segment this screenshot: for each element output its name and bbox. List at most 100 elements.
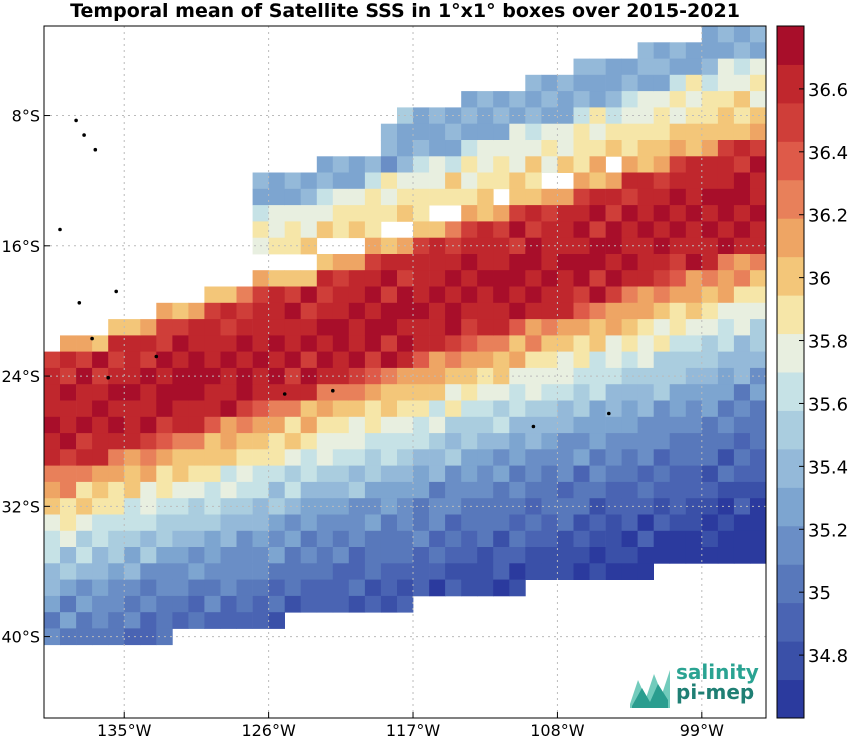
sss-cell [637, 188, 654, 206]
sss-cell [509, 123, 526, 141]
sss-cell [44, 351, 61, 369]
island-marker [106, 375, 110, 380]
sss-cell [733, 140, 751, 157]
sss-cell [60, 384, 77, 401]
y-tick-label: 24°S [1, 367, 40, 386]
sss-cell [44, 595, 61, 613]
sss-cell [268, 449, 285, 466]
sss-cell [220, 286, 237, 304]
sss-cell [300, 221, 318, 239]
sss-cell [364, 563, 382, 580]
sss-cell [172, 449, 189, 466]
sss-cell [717, 91, 735, 108]
island-marker [93, 147, 98, 152]
sss-cell [268, 514, 285, 532]
sss-cell [461, 221, 478, 239]
island-marker [607, 411, 611, 416]
sss-cell [172, 416, 189, 434]
sss-cell [380, 140, 398, 157]
sss-cell [413, 384, 430, 401]
sss-cell [316, 481, 334, 499]
sss-cell [252, 612, 269, 629]
sss-cell [477, 498, 494, 515]
sss-cell [557, 384, 574, 401]
sss-cell [541, 91, 558, 108]
sss-cell [156, 530, 173, 548]
sss-cell [332, 302, 350, 320]
sss-cell [733, 58, 751, 76]
sss-cell [461, 416, 478, 434]
sss-cell [156, 612, 173, 629]
sss-cell [669, 74, 687, 92]
islands [58, 118, 611, 429]
sss-cell [701, 530, 719, 548]
sss-cell [76, 514, 93, 532]
sss-cell [252, 335, 269, 353]
sss-cell [108, 319, 125, 336]
colorbar-segment [777, 26, 804, 65]
sss-cell [750, 384, 766, 401]
sss-cell [364, 188, 382, 206]
sss-cell [236, 547, 253, 564]
sss-cell [108, 416, 125, 434]
sss-cell [717, 286, 735, 304]
sss-cell [573, 58, 590, 76]
sss-cell [284, 481, 302, 499]
sss-cell [204, 449, 221, 466]
sss-cell [76, 628, 93, 646]
sss-cell [92, 547, 109, 564]
sss-cell [348, 335, 366, 353]
sss-cell [156, 302, 173, 320]
sss-cell [44, 449, 61, 466]
sss-cell [493, 449, 510, 466]
sss-cell [300, 400, 318, 418]
sss-cell [108, 433, 125, 450]
sss-cell [413, 188, 430, 206]
sss-cell [653, 205, 671, 222]
sss-cell [541, 302, 558, 320]
sss-cell [252, 188, 269, 206]
sss-cell [557, 416, 574, 434]
sss-cell [445, 351, 462, 369]
sss-cell [701, 254, 719, 271]
sss-cell [557, 286, 574, 304]
sss-cell [557, 547, 574, 564]
sss-cell [557, 449, 574, 466]
sss-cell [332, 530, 350, 548]
sss-cell [108, 579, 125, 597]
sss-cell [573, 254, 590, 271]
sss-cell [397, 449, 414, 466]
sss-cell [76, 449, 93, 466]
sss-cell [461, 481, 478, 499]
sss-cell [92, 481, 109, 499]
sss-cell [653, 449, 671, 466]
sss-cell [669, 156, 687, 173]
sss-cell [717, 254, 735, 271]
sss-cell [637, 254, 654, 271]
sss-cell [605, 514, 622, 532]
sss-cell [268, 172, 285, 190]
sss-cell [284, 384, 302, 401]
sss-cell [156, 384, 173, 401]
sss-cell [461, 140, 478, 157]
sss-cell [332, 481, 350, 499]
colorbar-tick-label: 35.6 [808, 394, 848, 415]
sss-cell [364, 530, 382, 548]
sss-cell [750, 351, 766, 369]
sss-cell [76, 465, 93, 483]
sss-cell [76, 595, 93, 613]
sss-cell [429, 254, 446, 271]
sss-cell [172, 400, 189, 418]
sss-cell [268, 302, 285, 320]
sss-cell [541, 530, 558, 548]
sss-cell [60, 465, 77, 483]
sss-cell [541, 205, 558, 222]
sss-cell [348, 449, 366, 466]
sss-cell [477, 449, 494, 466]
sss-cell [236, 498, 253, 515]
sss-cell [669, 42, 687, 59]
sss-cell [733, 188, 751, 206]
sss-cell [397, 384, 414, 401]
sss-cell [573, 237, 590, 255]
sss-cell [332, 384, 350, 401]
